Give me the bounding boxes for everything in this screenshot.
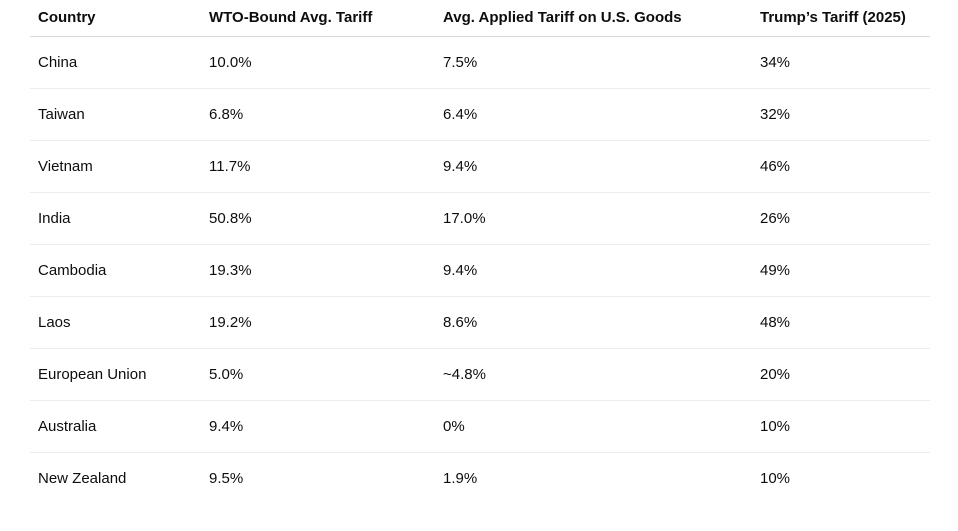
table-cell: 50.8% bbox=[209, 210, 252, 227]
table-cell: Vietnam bbox=[38, 158, 93, 175]
table-cell: Taiwan bbox=[38, 106, 85, 123]
table-cell: 20% bbox=[760, 366, 791, 383]
table-cell: 9.4% bbox=[209, 418, 244, 435]
table-cell: 32% bbox=[760, 106, 791, 123]
header-divider bbox=[30, 36, 930, 37]
table-cell: India bbox=[38, 210, 71, 227]
table-cell: Australia bbox=[38, 418, 97, 435]
table-cell: 10% bbox=[760, 418, 791, 435]
table-cell: 6.4% bbox=[443, 106, 478, 123]
table-cell: 10% bbox=[760, 470, 791, 487]
table-cell: 46% bbox=[760, 158, 791, 175]
row-divider bbox=[30, 348, 930, 349]
table-cell: 8.6% bbox=[443, 314, 478, 331]
row-divider bbox=[30, 88, 930, 89]
table-cell: 48% bbox=[760, 314, 791, 331]
row-divider bbox=[30, 140, 930, 141]
table-cell: 49% bbox=[760, 262, 791, 279]
table-cell: 17.0% bbox=[443, 210, 486, 227]
table-cell: 1.9% bbox=[443, 470, 478, 487]
table-cell: Laos bbox=[38, 314, 71, 331]
header-cell: Country bbox=[38, 9, 96, 26]
header-cell: Trump’s Tariff (2025) bbox=[760, 9, 906, 26]
row-divider bbox=[30, 296, 930, 297]
table-cell: 11.7% bbox=[209, 158, 251, 175]
table-cell: 9.5% bbox=[209, 470, 244, 487]
table-cell: 34% bbox=[760, 54, 791, 71]
table-cell: 26% bbox=[760, 210, 791, 227]
table-cell: European Union bbox=[38, 366, 147, 383]
row-divider bbox=[30, 192, 930, 193]
table-cell: Cambodia bbox=[38, 262, 107, 279]
row-divider bbox=[30, 244, 930, 245]
table-cell: 19.2% bbox=[209, 314, 252, 331]
table-cell: 9.4% bbox=[443, 262, 478, 279]
table-cell: 10.0% bbox=[209, 54, 252, 71]
row-divider bbox=[30, 400, 930, 401]
header-cell: WTO-Bound Avg. Tariff bbox=[209, 9, 373, 26]
table-cell: ~4.8% bbox=[443, 366, 486, 383]
table-cell: 7.5% bbox=[443, 54, 478, 71]
table-cell: China bbox=[38, 54, 78, 71]
table-cell: New Zealand bbox=[38, 470, 127, 487]
table-cell: 19.3% bbox=[209, 262, 252, 279]
table-cell: 0% bbox=[443, 418, 465, 435]
table-cell: 6.8% bbox=[209, 106, 244, 123]
header-cell: Avg. Applied Tariff on U.S. Goods bbox=[443, 9, 682, 26]
table-cell: 9.4% bbox=[443, 158, 478, 175]
table-cell: 5.0% bbox=[209, 366, 244, 383]
row-divider bbox=[30, 452, 930, 453]
